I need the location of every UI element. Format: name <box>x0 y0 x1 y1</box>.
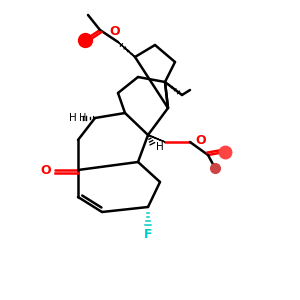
Text: F: F <box>144 229 152 242</box>
Text: H: H <box>69 113 77 123</box>
Text: O: O <box>40 164 51 176</box>
Text: H: H <box>156 142 164 152</box>
Text: O: O <box>110 25 120 38</box>
Text: H: H <box>79 113 87 123</box>
Polygon shape <box>118 42 135 57</box>
Polygon shape <box>148 135 165 142</box>
Text: O: O <box>195 134 206 146</box>
